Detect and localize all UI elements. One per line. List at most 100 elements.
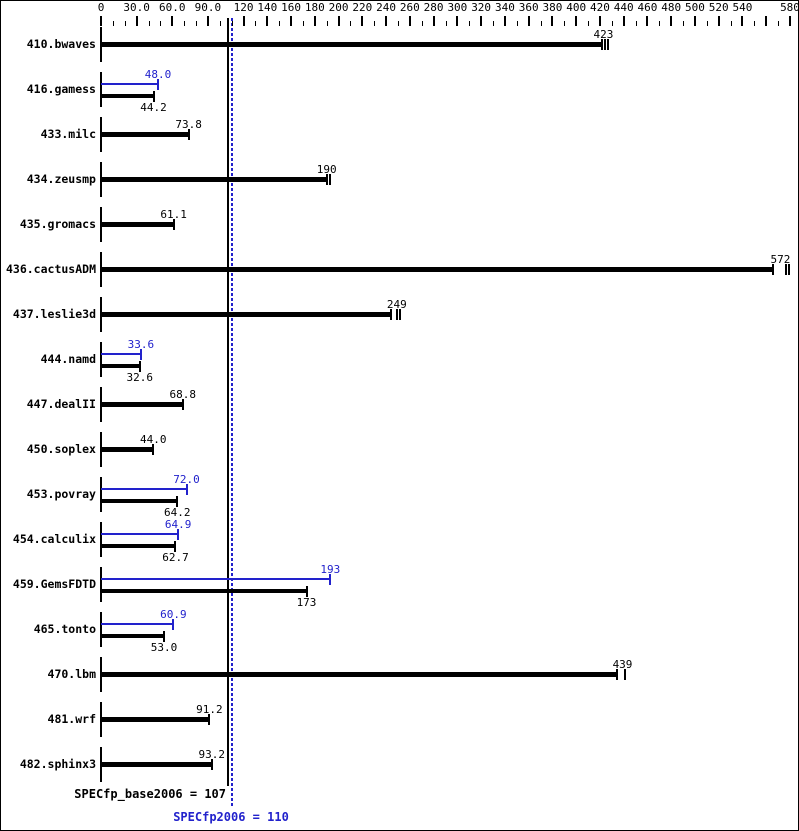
axis-minor-tick	[148, 21, 150, 26]
axis-minor-tick	[160, 21, 162, 26]
bar-base	[101, 402, 183, 407]
axis-tick-label: 420	[589, 1, 610, 14]
axis-major-tick	[503, 16, 506, 26]
bar-base	[101, 634, 164, 638]
axis-tick-label: 180	[304, 1, 325, 14]
axis-minor-tick	[184, 21, 186, 26]
base-run-tick	[187, 129, 190, 140]
benchmark-label: 450.soplex	[26, 442, 96, 456]
base-value-label: 68.8	[169, 388, 196, 401]
axis-minor-tick	[255, 21, 257, 26]
row-axis-stub	[100, 342, 102, 377]
bar-base	[101, 762, 212, 767]
row-axis-stub	[100, 567, 102, 602]
axis-major-tick	[456, 16, 459, 26]
base-run-tick	[623, 669, 626, 680]
bar-base	[101, 42, 603, 47]
base-run-tick	[208, 714, 211, 725]
axis-minor-tick	[754, 21, 756, 26]
benchmark-label: 436.cactusADM	[5, 262, 96, 276]
axis-tick-label: 280	[423, 1, 444, 14]
bar-base	[101, 717, 210, 722]
axis-minor-tick	[659, 21, 661, 26]
peak-value-label: 193	[320, 563, 341, 576]
base-value-label: 32.6	[126, 371, 153, 384]
axis-minor-tick	[493, 21, 495, 26]
axis-minor-tick	[588, 21, 590, 26]
bar-peak	[101, 578, 331, 580]
axis-major-tick	[480, 16, 483, 26]
base-run-tick	[325, 174, 328, 185]
axis-major-tick	[408, 16, 411, 26]
axis-minor-tick	[397, 21, 399, 26]
axis-major-tick	[741, 16, 744, 26]
benchmark-label: 437.leslie3d	[12, 307, 96, 321]
base-value-label: 439	[612, 658, 633, 671]
axis-major-tick	[313, 16, 316, 26]
bar-peak	[101, 488, 187, 490]
base-value-label: 44.0	[140, 433, 167, 446]
base-value-label: 173	[296, 596, 317, 609]
axis-major-tick	[646, 16, 649, 26]
benchmark-label: 435.gromacs	[19, 217, 96, 231]
base-value-label: 93.2	[198, 748, 225, 761]
peak-run-tick	[172, 619, 175, 630]
benchmark-label: 444.namd	[40, 352, 96, 366]
axis-tick-label: 120	[233, 1, 254, 14]
base-run-tick	[181, 399, 184, 410]
reference-line-peak	[230, 18, 233, 807]
axis-tick-label: 30.0	[123, 1, 150, 14]
base-run-tick	[172, 219, 175, 230]
axis-tick-label: 500	[685, 1, 705, 14]
base-value-label: 44.2	[140, 101, 167, 114]
axis-major-tick	[622, 16, 625, 26]
axis-major-tick	[598, 16, 601, 26]
benchmark-label: 470.lbm	[47, 667, 96, 681]
peak-run-tick	[157, 79, 160, 90]
bar-base	[101, 267, 774, 272]
axis-major-tick	[242, 16, 245, 26]
peak-value-label: 33.6	[127, 338, 155, 351]
axis-tick-label: 360	[518, 1, 539, 14]
row-axis-stub	[100, 522, 102, 557]
base-run-tick	[210, 759, 213, 770]
base-run-tick	[395, 309, 398, 320]
axis-minor-tick	[469, 21, 471, 26]
axis-minor-tick	[124, 21, 126, 26]
axis-major-tick	[693, 16, 696, 26]
specfp-base2006-score: SPECfp_base2006 = 107	[74, 787, 226, 801]
peak-value-label: 64.9	[164, 518, 192, 531]
axis-tick-label: 140	[257, 1, 278, 14]
benchmark-label: 459.GemsFDTD	[12, 577, 96, 591]
bar-base	[101, 589, 307, 593]
base-value-label: 73.8	[175, 118, 202, 131]
base-run-tick	[603, 39, 606, 50]
peak-run-tick	[185, 484, 188, 495]
axis-major-tick	[266, 16, 269, 26]
bar-base	[101, 94, 154, 98]
axis-tick-label: 440	[613, 1, 634, 14]
axis-major-tick	[385, 16, 388, 26]
axis-minor-tick	[374, 21, 376, 26]
bar-base	[101, 364, 140, 368]
axis-tick-label: 240	[376, 1, 397, 14]
axis-tick-label: 460	[637, 1, 658, 14]
base-value-label: 91.2	[196, 703, 223, 716]
axis-tick-label: 260	[399, 1, 420, 14]
base-run-tick	[328, 174, 331, 185]
axis-tick-label: 520	[708, 1, 729, 14]
axis-tick-label: 300	[447, 1, 468, 14]
base-run-tick	[305, 586, 308, 597]
axis-minor-tick	[706, 21, 708, 26]
peak-value-label: 48.0	[144, 68, 172, 81]
axis-minor-tick	[279, 21, 281, 26]
bar-peak	[101, 83, 159, 85]
base-run-tick	[162, 631, 165, 642]
benchmark-label: 434.zeusmp	[26, 172, 96, 186]
axis-tick-label: 0	[97, 1, 105, 14]
axis-minor-tick	[219, 21, 221, 26]
axis-major-tick	[135, 16, 138, 26]
benchmark-label: 481.wrf	[47, 712, 96, 726]
axis-major-tick	[100, 16, 102, 26]
axis-minor-tick	[302, 21, 304, 26]
